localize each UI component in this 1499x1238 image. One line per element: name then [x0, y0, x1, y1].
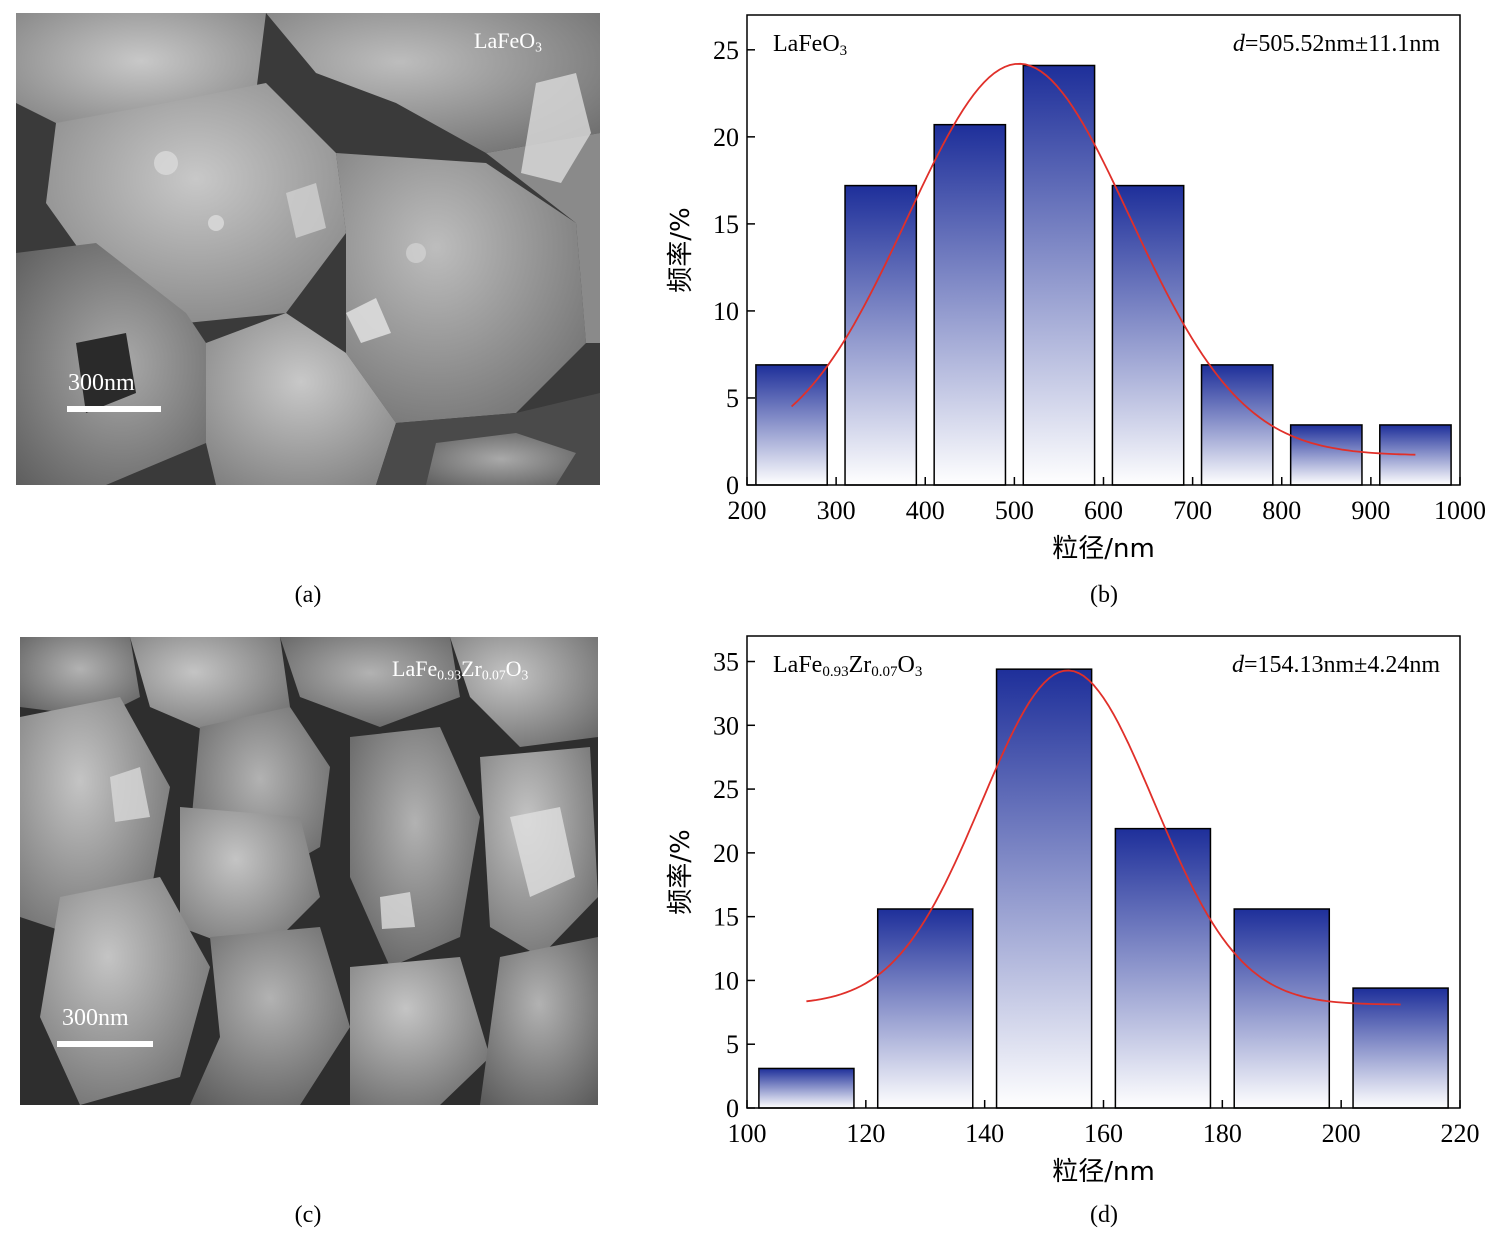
mean-size-annotation: d=505.52nm±11.1nm	[1233, 31, 1440, 57]
x-tick-label: 700	[1173, 496, 1212, 525]
y-tick-label: 20	[713, 123, 739, 152]
y-tick-label: 25	[713, 775, 739, 804]
y-axis-label: 频率/%	[666, 207, 696, 292]
chart-d: 100 120 140 160 180 200 220 0 5 10 15 20 25 30 35 粒径/nm…	[666, 635, 1480, 1187]
histogram-bar	[933, 123, 1007, 486]
x-tick-label: 500	[995, 496, 1034, 525]
gaussian-fit-curve	[790, 62, 1416, 456]
x-tick-label: 300	[817, 496, 856, 525]
x-tick-label: 180	[1203, 1119, 1242, 1148]
x-tick-label: 900	[1351, 496, 1390, 525]
scale-bar	[67, 406, 161, 412]
scale-bar-label: 300nm	[62, 1005, 129, 1031]
x-tick-label: 400	[906, 496, 945, 525]
y-tick-label: 5	[726, 384, 739, 413]
y-tick-label: 15	[713, 903, 739, 932]
panel-label-d: (d)	[1090, 1202, 1118, 1228]
histogram-bar	[1352, 987, 1449, 1109]
y-tick-label: 15	[713, 210, 739, 239]
histogram-bar	[844, 184, 918, 486]
y-tick-label: 35	[713, 648, 739, 677]
histogram-bar	[995, 668, 1093, 1109]
x-tick-label: 600	[1084, 496, 1123, 525]
histogram-bar	[876, 908, 974, 1109]
histogram-bar	[1200, 364, 1274, 486]
chart-b: 200 300 400 500 600 700 800 900 1000 0 5 10 15 20 25 粒径…	[666, 14, 1486, 564]
x-tick-label: 140	[965, 1119, 1004, 1148]
histogram-bar	[1111, 184, 1185, 486]
x-tick-label: 200	[1322, 1119, 1361, 1148]
histogram-bar	[1022, 64, 1096, 486]
y-tick-label: 5	[726, 1030, 739, 1059]
y-tick-label: 30	[713, 711, 739, 740]
histogram-bar	[758, 1067, 855, 1109]
gaussian-fit-curve	[806, 669, 1401, 1006]
histogram-bar	[755, 364, 828, 486]
y-tick-label: 20	[713, 839, 739, 868]
sem-sample-label: LaFe0.93Zr0.07O3	[392, 656, 529, 683]
sample-label: LaFe0.93Zr0.07O3	[773, 652, 922, 680]
sample-label: LaFeO3	[773, 31, 847, 59]
scale-bar	[57, 1041, 153, 1047]
panel-label-b: (b)	[1090, 582, 1118, 608]
panel-label-c: (c)	[294, 1202, 322, 1228]
x-tick-label: 220	[1441, 1119, 1480, 1148]
x-tick-label: 100	[728, 1119, 767, 1148]
x-axis-label: 粒径/nm	[1052, 534, 1155, 564]
sem-sample-label: LaFeO3	[474, 28, 542, 55]
x-tick-label: 1000	[1434, 496, 1486, 525]
x-tick-label: 160	[1084, 1119, 1123, 1148]
histogram-bar	[1114, 827, 1212, 1109]
sem-image-lafe093zr007o3	[20, 637, 598, 1105]
histogram-bar	[1289, 424, 1363, 486]
panel-label-a: (a)	[294, 582, 322, 608]
scale-bar-label: 300nm	[68, 370, 135, 396]
x-tick-label: 120	[846, 1119, 885, 1148]
x-tick-label: 800	[1262, 496, 1301, 525]
x-axis-label: 粒径/nm	[1052, 1157, 1155, 1187]
y-tick-label: 25	[713, 36, 739, 65]
y-tick-label: 0	[726, 471, 739, 500]
histogram-bar	[1233, 908, 1331, 1109]
y-tick-label: 10	[713, 966, 739, 995]
mean-size-annotation: d=154.13nm±4.24nm	[1232, 652, 1440, 678]
x-tick-label: 200	[728, 496, 767, 525]
y-axis-label: 频率/%	[666, 829, 696, 914]
histogram-bar	[1379, 424, 1452, 486]
y-tick-label: 0	[726, 1094, 739, 1123]
y-tick-label: 10	[713, 297, 739, 326]
sem-image-lafeo3	[16, 13, 600, 485]
